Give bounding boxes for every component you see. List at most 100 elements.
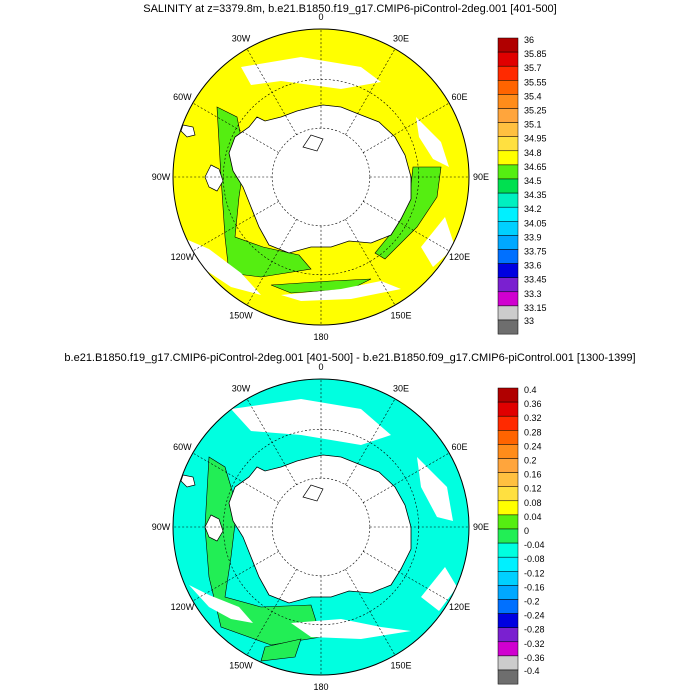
longitude-label: 180 (313, 682, 328, 692)
colorbar-level-label: 0.36 (524, 399, 542, 409)
colorbar-level-label: 0.4 (524, 385, 537, 395)
meridian-line (246, 569, 297, 656)
colorbar-swatch (497, 305, 519, 321)
land-fragment (180, 124, 196, 138)
colorbar-level-label: -0.24 (524, 611, 545, 621)
meridian-line (246, 398, 297, 485)
missing-data-patch (189, 585, 253, 623)
longitude-label: 60W (173, 442, 192, 452)
colorbar-swatch (497, 430, 519, 445)
colorbar-level-label: 35.7 (524, 63, 542, 73)
colorbar-level-label: 34.35 (524, 190, 547, 200)
colorbar-swatch (497, 206, 519, 222)
map-fill-group (173, 29, 469, 325)
colorbar-swatch (497, 472, 519, 487)
colorbar-swatch (497, 585, 519, 600)
colorbar-level-label: 33.15 (524, 303, 547, 313)
land-fragment (302, 134, 324, 152)
panel-1-map: 0 30E 60E 90E 120E 150E 180 150W 120W 90W 60W 30W 36… (152, 12, 547, 342)
colorbar-swatch (497, 542, 519, 558)
colorbar-level-label: -0.2 (524, 597, 540, 607)
missing-data-patch (417, 457, 453, 521)
colorbar-level-label: 0 (524, 526, 529, 536)
colorbar-level-label: -0.12 (524, 568, 545, 578)
missing-data-patch (421, 217, 455, 267)
longitude-label: 120E (449, 252, 470, 262)
colorbar-swatch (497, 94, 519, 109)
colorbar-swatch (497, 415, 519, 431)
colorbar-level-label: 35.1 (524, 120, 542, 130)
colorbar-level-label: 33.75 (524, 247, 547, 257)
antarctica-coastline (228, 454, 412, 604)
longitude-label: 180 (313, 332, 328, 342)
longitude-label: 150E (390, 311, 411, 321)
panel-2-map: 0 30E 60E 90E 120E 150E 180 150W 120W 90W 60W 30W 0.… (152, 362, 545, 692)
colorbar-level-label: 34.8 (524, 148, 542, 158)
longitude-label: 30E (393, 383, 409, 393)
longitude-label: 120W (171, 602, 195, 612)
longitude-label: 60W (173, 92, 192, 102)
longitude-label: 90E (473, 172, 489, 182)
longitude-label: 90W (152, 172, 171, 182)
land-fragment (302, 484, 324, 502)
colorbar-swatch (497, 65, 519, 81)
colorbar-level-label: 33.3 (524, 289, 542, 299)
colorbar-level-label: 33.6 (524, 261, 542, 271)
colorbar-swatch (497, 613, 519, 628)
colorbar-level-label: 0.16 (524, 470, 542, 480)
colorbar-level-label: 33.45 (524, 275, 547, 285)
land-fragment (204, 514, 224, 542)
meridian-line (345, 398, 396, 485)
meridian-line (363, 551, 450, 602)
antarctica-coastline (228, 104, 412, 254)
longitude-label: 30E (393, 33, 409, 43)
colorbar-swatch (497, 571, 519, 586)
colorbar-swatch (497, 500, 519, 516)
colorbar-swatch (497, 556, 519, 572)
colorbar-swatch (497, 37, 519, 53)
colorbar-swatch (497, 486, 519, 502)
colorbar-level-label: -0.04 (524, 540, 545, 550)
colorbar-swatch (497, 528, 519, 544)
land-fragment (180, 474, 196, 488)
colorbar-level-label: 0.28 (524, 427, 542, 437)
colorbar-swatch (497, 178, 519, 194)
meridian-line (345, 569, 396, 656)
colorbar-swatch (497, 444, 519, 459)
longitude-label: 30W (232, 33, 251, 43)
meridian-line (192, 201, 279, 252)
colorbar-swatch (497, 249, 519, 264)
longitude-label: 60E (452, 92, 468, 102)
map-boundary (172, 378, 470, 676)
meridian-line (363, 102, 450, 153)
colorbar-level-label: -0.4 (524, 666, 540, 676)
meridian-line (363, 452, 450, 503)
meridian-line (192, 452, 279, 503)
longitude-label: 150E (390, 661, 411, 671)
longitude-label: 30W (232, 383, 251, 393)
longitude-label: 150W (229, 661, 253, 671)
colorbar-swatch (497, 80, 519, 95)
colorbar-swatch (497, 277, 519, 293)
colorbar-swatch (497, 401, 519, 417)
colorbar-level-label: 36 (524, 35, 534, 45)
colorbar-swatch (497, 136, 519, 152)
colorbar-level-label: -0.36 (524, 653, 545, 663)
colorbar-level-label: -0.08 (524, 554, 545, 564)
colorbar-swatch (497, 387, 519, 403)
colorbar-level-label: 34.2 (524, 204, 542, 214)
colorbar-level-label: 0.24 (524, 441, 542, 451)
colorbar-level-label: 35.4 (524, 91, 542, 101)
missing-data-patch (231, 399, 391, 445)
colorbar-level-label: -0.32 (524, 639, 545, 649)
colorbar-swatch (497, 51, 519, 67)
colorbar-swatch (497, 599, 519, 614)
accent-region (260, 638, 302, 662)
colorbar-level-label: 35.25 (524, 106, 547, 116)
longitude-label: 120E (449, 602, 470, 612)
longitude-label: 90E (473, 522, 489, 532)
colorbar-level-label: 0.2 (524, 456, 537, 466)
colorbar-level-label: 33.9 (524, 232, 542, 242)
meridian-line (192, 551, 279, 602)
colorbar-level-label: 0.32 (524, 413, 542, 423)
